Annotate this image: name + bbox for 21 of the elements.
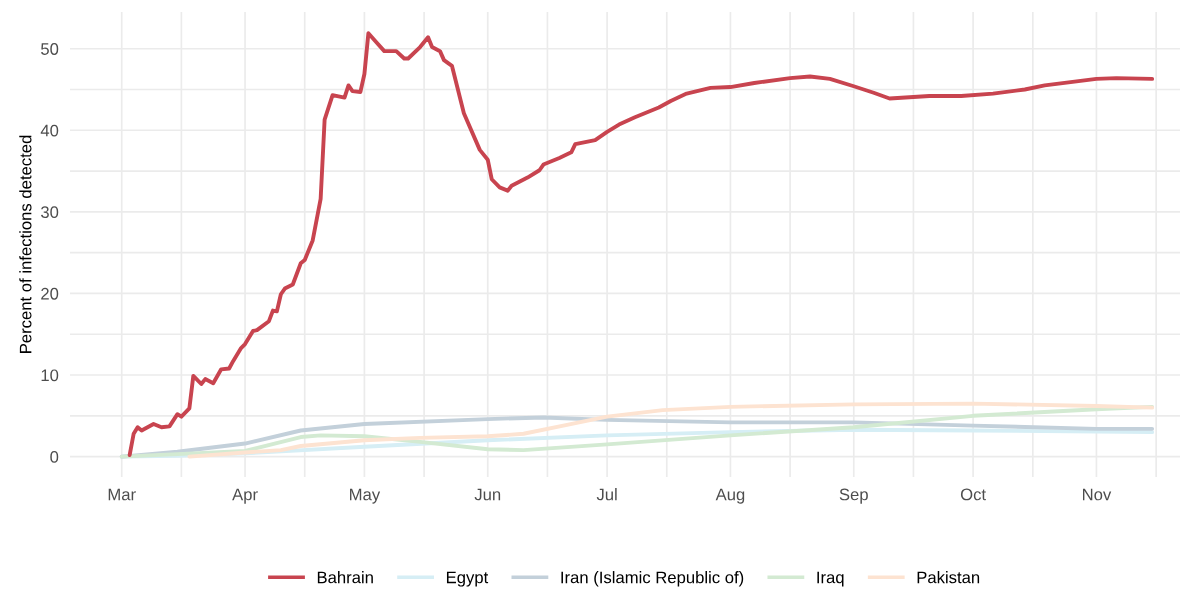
y-tick-label: 20	[41, 287, 59, 300]
x-tick-label: Apr	[232, 488, 258, 504]
x-tick-label: May	[350, 488, 381, 504]
x-tick-label: Oct	[960, 488, 986, 501]
y-tick-label: 10	[41, 369, 59, 382]
legend-label: Iraq	[817, 571, 844, 587]
y-tick-label: 0	[50, 451, 59, 463]
y-tick-label: 30	[40, 206, 59, 219]
legend-label: Pakistan	[917, 571, 980, 584]
y-tick-label: 40	[40, 124, 59, 137]
x-tick-label: Aug	[715, 488, 745, 504]
x-tick-label: Jul	[596, 488, 617, 501]
x-tick-label: Jun	[474, 488, 501, 501]
x-tick-label: Sep	[839, 488, 868, 504]
y-axis-title: Percent of infections detected	[19, 135, 32, 353]
y-tick-label: 50	[41, 43, 59, 55]
legend-label: Egypt	[446, 571, 489, 587]
x-tick-label: Mar	[108, 488, 136, 501]
x-tick-label: Nov	[1083, 488, 1112, 501]
legend-label: Bahrain	[317, 571, 373, 584]
legend-label: Iran (Islamic Republic of)	[561, 571, 744, 587]
